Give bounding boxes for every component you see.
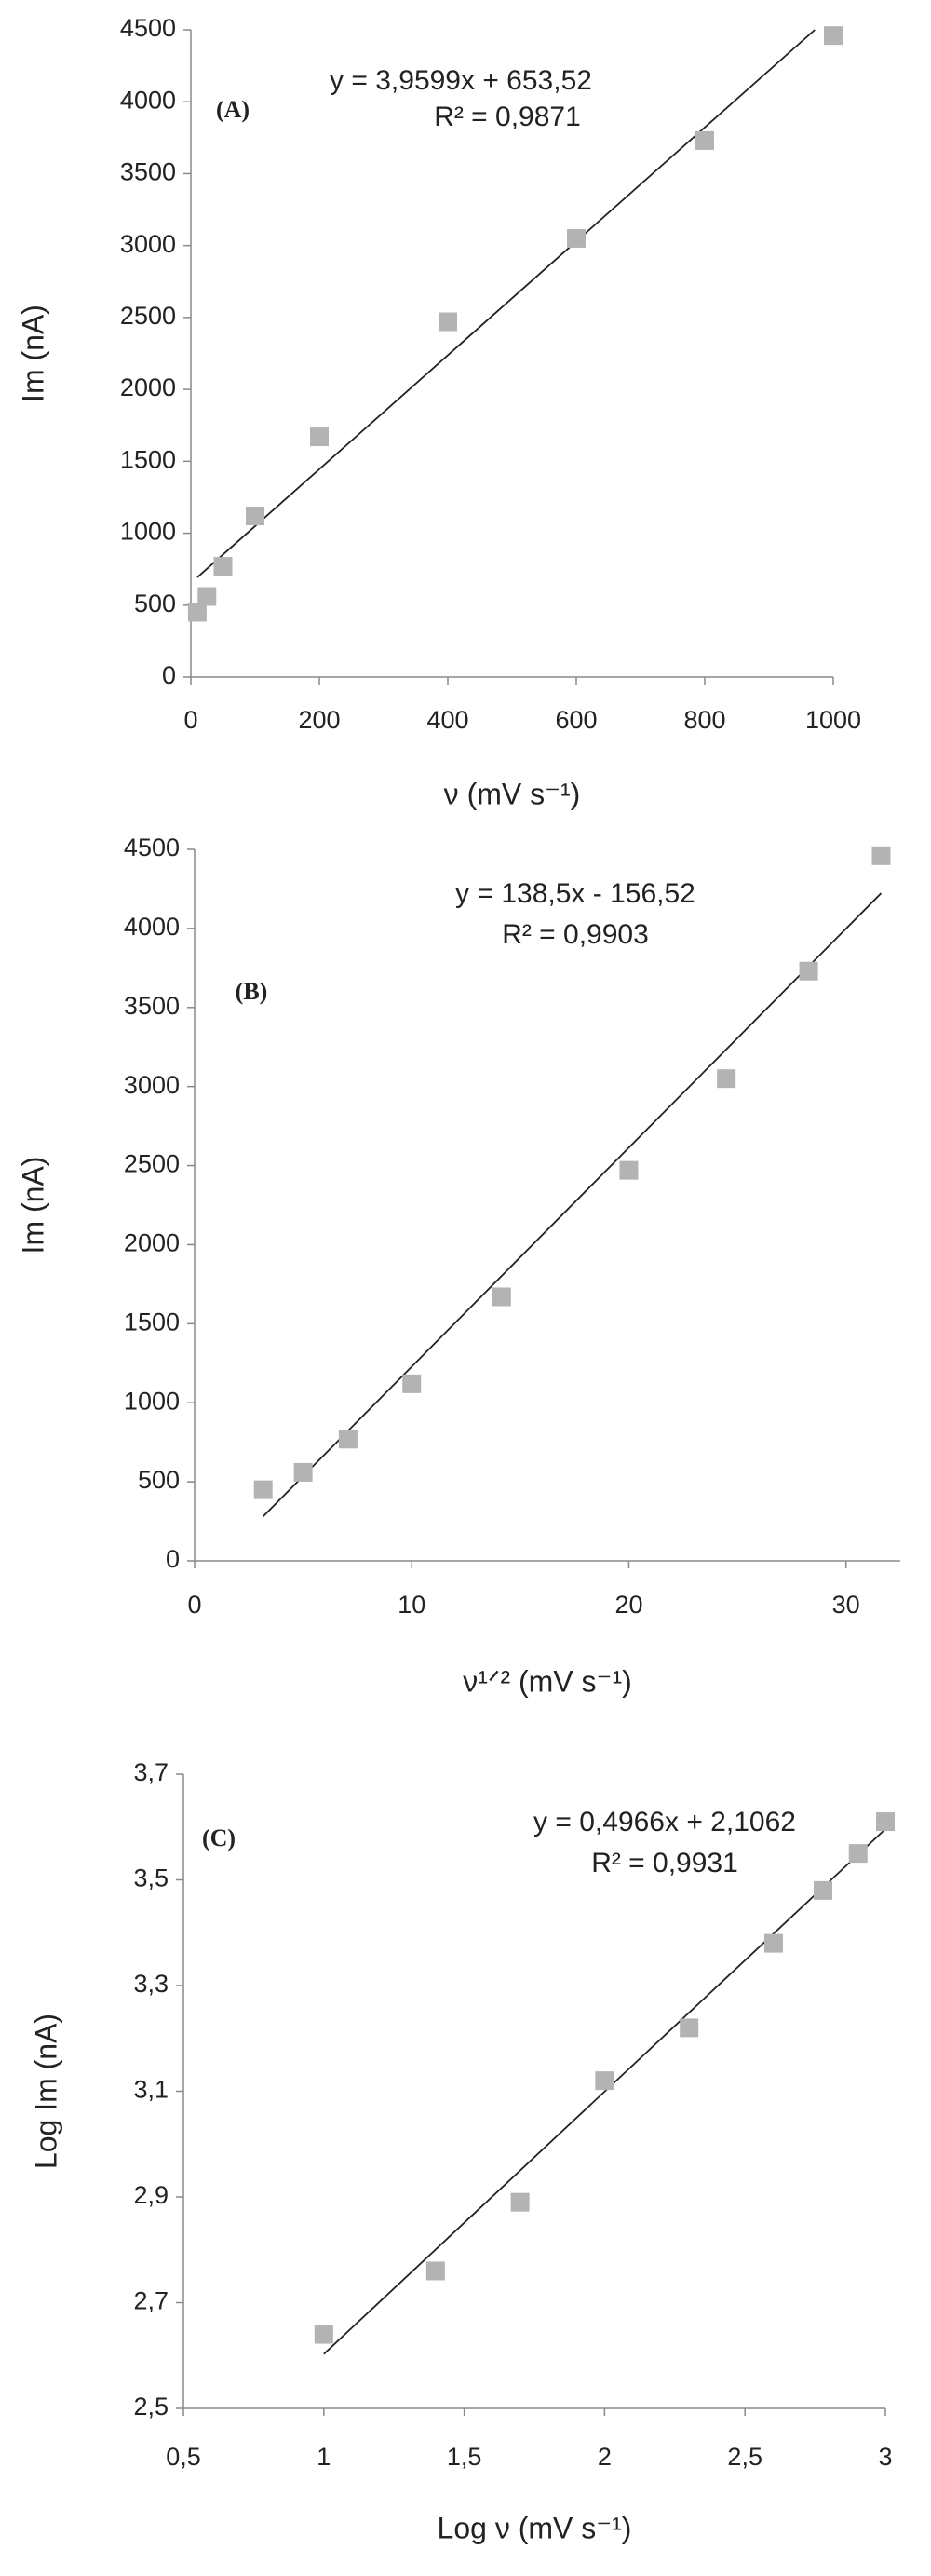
x-tick-label: 0 bbox=[183, 706, 197, 734]
trendline bbox=[263, 892, 883, 1517]
y-tick-label: 3,7 bbox=[133, 1758, 169, 1786]
data-point bbox=[293, 1462, 313, 1482]
y-tick-label: 4500 bbox=[124, 834, 180, 861]
x-tick-label: 800 bbox=[683, 706, 725, 734]
panel-label: (B) bbox=[236, 978, 268, 1005]
y-tick-label: 0 bbox=[162, 661, 176, 689]
y-tick-label: 2,5 bbox=[133, 2393, 169, 2420]
data-point bbox=[763, 1933, 783, 1953]
data-point bbox=[187, 603, 207, 622]
y-tick-label: 3,5 bbox=[133, 1864, 169, 1892]
data-point bbox=[876, 1812, 895, 1832]
panel-label: (C) bbox=[202, 1824, 236, 1851]
panel-label: (A) bbox=[216, 96, 250, 123]
trendline-equation: y = 0,4966x + 2,1062 bbox=[533, 1807, 796, 1837]
data-point bbox=[799, 961, 818, 981]
data-point bbox=[310, 427, 329, 447]
y-tick-label: 3500 bbox=[124, 992, 180, 1020]
data-point bbox=[848, 1844, 868, 1864]
data-point bbox=[213, 557, 233, 576]
y-tick-label: 2500 bbox=[124, 1150, 180, 1178]
data-point bbox=[510, 2192, 530, 2212]
x-tick-label: 0,5 bbox=[166, 2443, 201, 2471]
data-point bbox=[402, 1374, 422, 1393]
trendline-equation: y = 138,5x - 156,52 bbox=[455, 878, 695, 909]
y-tick-label: 2,7 bbox=[133, 2287, 169, 2315]
x-tick-label: 30 bbox=[832, 1591, 860, 1619]
data-point bbox=[253, 1480, 273, 1499]
trendline-r2: R² = 0,9931 bbox=[591, 1848, 738, 1878]
y-axis-title: Im (nA) bbox=[16, 305, 49, 402]
x-tick-label: 400 bbox=[426, 706, 468, 734]
y-tick-label: 4000 bbox=[120, 86, 176, 114]
trendline bbox=[323, 1828, 886, 2355]
y-tick-label: 1500 bbox=[120, 445, 176, 473]
y-tick-label: 2000 bbox=[120, 373, 176, 401]
y-axis-title: Log Im (nA) bbox=[29, 2013, 62, 2169]
trendline bbox=[196, 29, 816, 578]
data-point bbox=[338, 1430, 358, 1449]
x-tick-label: 600 bbox=[555, 706, 597, 734]
y-tick-label: 3000 bbox=[124, 1071, 180, 1099]
x-tick-label: 10 bbox=[398, 1591, 425, 1619]
x-tick-label: 3 bbox=[878, 2443, 892, 2471]
x-tick-label: 1 bbox=[317, 2443, 331, 2471]
data-point bbox=[567, 228, 586, 248]
data-point bbox=[314, 2325, 333, 2344]
y-tick-label: 1000 bbox=[120, 518, 176, 546]
trendline-r2: R² = 0,9903 bbox=[502, 919, 649, 950]
y-tick-label: 2,9 bbox=[133, 2181, 169, 2209]
data-point bbox=[717, 1069, 736, 1089]
x-axis-title: Log ν (mV s⁻¹) bbox=[438, 2511, 632, 2544]
y-tick-label: 2000 bbox=[124, 1229, 180, 1257]
trendline-r2: R² = 0,9871 bbox=[434, 102, 581, 132]
y-tick-label: 500 bbox=[138, 1466, 180, 1494]
data-point bbox=[824, 26, 843, 46]
y-tick-label: 0 bbox=[166, 1545, 180, 1573]
y-tick-label: 1000 bbox=[124, 1387, 180, 1415]
data-point bbox=[425, 2261, 445, 2281]
y-tick-label: 2500 bbox=[120, 302, 176, 330]
x-tick-label: 2,5 bbox=[727, 2443, 762, 2471]
y-tick-label: 3000 bbox=[120, 230, 176, 258]
data-point bbox=[197, 587, 217, 606]
data-point bbox=[871, 846, 891, 865]
data-point bbox=[595, 2071, 614, 2091]
x-axis-title: ν¹ᐟ² (mV s⁻¹) bbox=[463, 1664, 632, 1698]
x-tick-label: 2 bbox=[598, 2443, 612, 2471]
y-tick-label: 3,1 bbox=[133, 2076, 169, 2104]
data-point bbox=[695, 130, 714, 150]
y-tick-label: 3500 bbox=[120, 158, 176, 186]
y-tick-label: 4000 bbox=[124, 913, 180, 941]
x-axis-title: ν (mV s⁻¹) bbox=[444, 777, 581, 810]
x-tick-label: 1000 bbox=[805, 706, 861, 734]
x-tick-label: 20 bbox=[614, 1591, 642, 1619]
y-tick-label: 3,3 bbox=[133, 1970, 169, 1998]
y-axis-title: Im (nA) bbox=[16, 1157, 49, 1254]
data-point bbox=[492, 1287, 511, 1307]
data-point bbox=[439, 312, 457, 332]
data-point bbox=[680, 2018, 699, 2038]
data-point bbox=[246, 507, 264, 526]
data-point bbox=[814, 1880, 833, 1900]
trendline-equation: y = 3,9599x + 653,52 bbox=[330, 65, 592, 96]
y-tick-label: 4500 bbox=[120, 14, 176, 42]
x-tick-label: 1,5 bbox=[447, 2443, 482, 2471]
data-point bbox=[619, 1160, 639, 1180]
y-tick-label: 500 bbox=[134, 590, 176, 617]
x-tick-label: 200 bbox=[298, 706, 340, 734]
x-tick-label: 0 bbox=[187, 1591, 201, 1619]
y-tick-label: 1500 bbox=[124, 1308, 180, 1335]
